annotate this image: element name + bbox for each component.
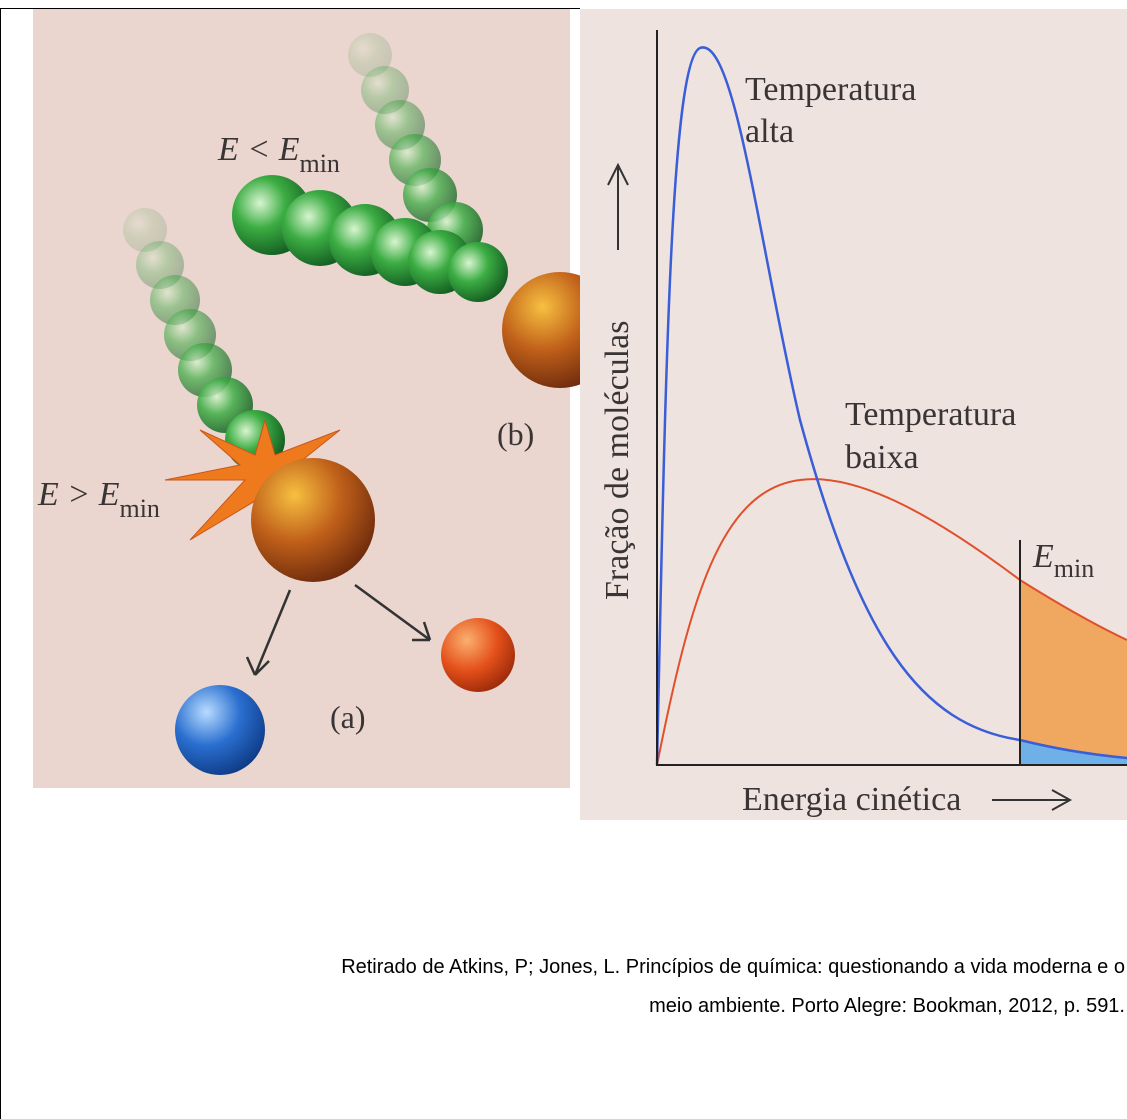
caption-line: Retirado de Atkins, P; Jones, L. Princíp… <box>341 956 1125 978</box>
y-axis-label: Fração de moléculas <box>599 321 636 600</box>
caption-line: meio ambiente. Porto Alegre: Bookman, 20… <box>649 995 1125 1017</box>
label-line: baixa <box>845 439 919 476</box>
label-main: E < E <box>217 131 300 168</box>
collision-figure: E < Emin (b) E > Emin (a) <box>33 9 618 788</box>
label-sub: min <box>119 494 159 523</box>
label-sub: min <box>1054 554 1094 583</box>
panel-label: (a) <box>330 699 366 735</box>
x-axis-label: Energia cinética <box>742 781 961 818</box>
label-line: alta <box>745 113 794 150</box>
label-main: E > E <box>37 476 120 513</box>
label-line: Temperatura <box>745 71 916 108</box>
label-sub: min <box>299 149 339 178</box>
label-main: E <box>1032 538 1054 575</box>
label-line: Temperatura <box>845 396 1016 433</box>
distribution-figure: Temperatura alta Temperatura baixa Emin Fr… <box>580 9 1127 820</box>
page: E < Emin (b) E > Emin (a) Temperaturaalt… <box>0 0 1127 1119</box>
panel-label: (b) <box>497 416 534 452</box>
